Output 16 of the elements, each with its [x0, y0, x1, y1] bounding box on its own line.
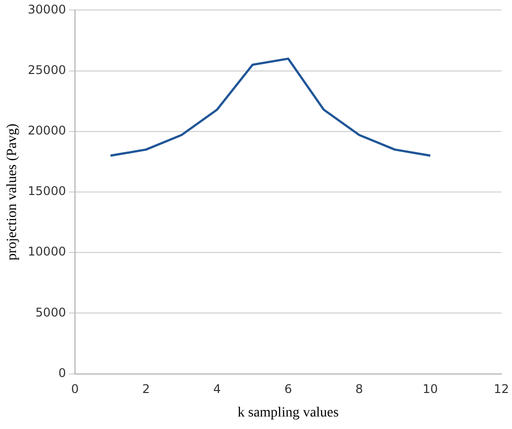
y-tick-label: 30000 — [28, 2, 66, 16]
x-tick-label: 0 — [71, 382, 79, 396]
y-tick-label: 0 — [58, 366, 66, 380]
y-tick-label: 15000 — [28, 184, 66, 198]
x-axis-title: k sampling values — [238, 405, 339, 420]
x-tick-label: 8 — [355, 382, 364, 396]
x-tick-label: 2 — [142, 382, 150, 396]
y-axis-title: projection values (Pavg) — [5, 123, 20, 260]
x-tick-label: 10 — [422, 382, 438, 396]
y-tick-label: 25000 — [28, 62, 66, 77]
x-tick-label: 4 — [213, 382, 221, 396]
x-tick-label: 6 — [284, 382, 292, 396]
y-tick-label: 20000 — [28, 124, 66, 138]
x-tick-label: 12 — [494, 382, 510, 396]
y-tick-label: 10000 — [28, 244, 66, 259]
y-tick-label: 5000 — [35, 305, 66, 320]
